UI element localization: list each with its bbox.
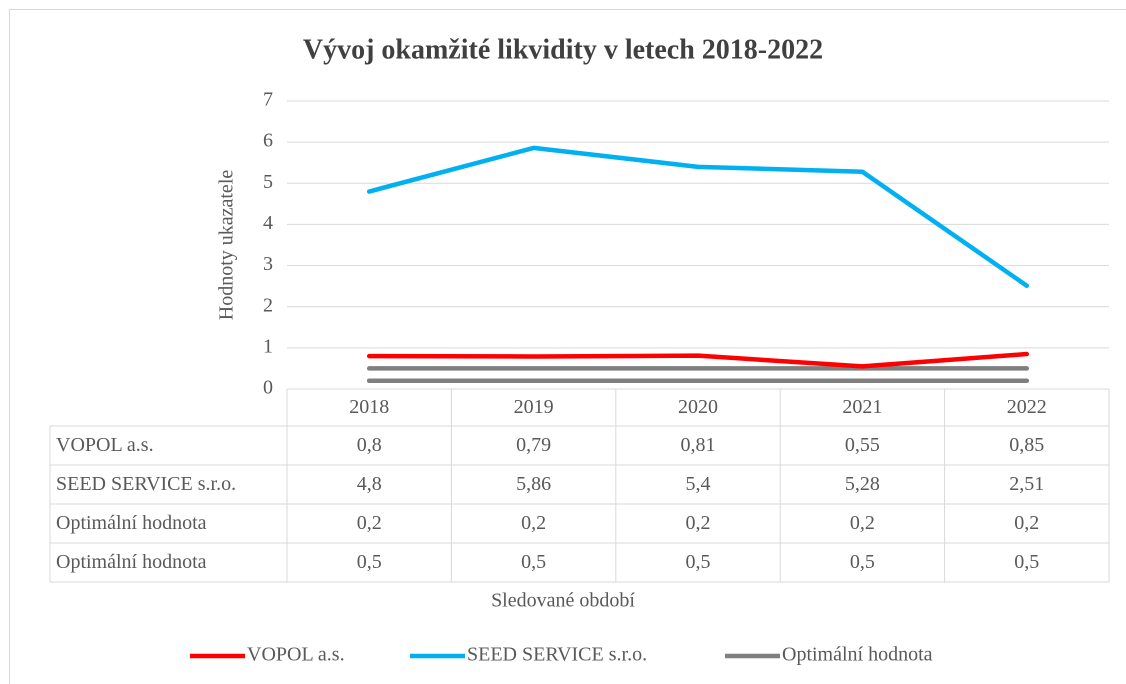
table-value: 5,86 — [516, 473, 551, 495]
y-tick-label: 0 — [263, 377, 273, 399]
table-value: 0,5 — [850, 551, 875, 573]
table-value: 0,85 — [1009, 434, 1044, 456]
y-tick-label: 5 — [263, 171, 273, 193]
series-line — [366, 145, 1030, 288]
y-tick-label: 1 — [263, 335, 273, 357]
y-tick-label: 2 — [263, 294, 273, 316]
table-value: 0,5 — [686, 551, 711, 573]
table-value: 0,2 — [686, 512, 711, 534]
table-row-label: SEED SERVICE s.r.o. — [56, 473, 236, 495]
y-tick-label: 6 — [263, 130, 273, 152]
table-value: 2,51 — [1009, 473, 1044, 495]
table-value: 0,79 — [516, 434, 551, 456]
table-row-label: VOPOL a.s. — [56, 434, 154, 456]
table-value: 0,55 — [845, 434, 880, 456]
table-value: 0,5 — [1014, 551, 1039, 573]
table-value: 0,81 — [681, 434, 716, 456]
series-line — [366, 351, 1030, 369]
y-tick-label: 3 — [263, 253, 273, 275]
table-value: 5,28 — [845, 473, 880, 495]
table-value: 0,2 — [850, 512, 875, 534]
x-axis-label: Sledované období — [491, 590, 635, 612]
y-tick-label: 4 — [263, 212, 273, 234]
table-row-label: Optimální hodnota — [56, 551, 207, 573]
table-row-label: Optimální hodnota — [56, 512, 207, 534]
table-value: 4,8 — [357, 473, 382, 495]
table-value: 0,8 — [357, 434, 382, 456]
chart-border — [9, 9, 1126, 684]
table-value: 0,2 — [521, 512, 546, 534]
table-value: 0,2 — [357, 512, 382, 534]
table-value: 0,5 — [521, 551, 546, 573]
x-tick-label: 2020 — [678, 396, 718, 418]
legend-label: Optimální hodnota — [782, 644, 933, 666]
y-axis-label: Hodnoty ukazatele — [216, 170, 238, 321]
chart-title: Vývoj okamžité likvidity v letech 2018-2… — [303, 34, 823, 65]
x-tick-label: 2018 — [349, 396, 389, 418]
legend-label: SEED SERVICE s.r.o. — [467, 644, 647, 666]
x-tick-label: 2021 — [842, 396, 882, 418]
table-value: 0,2 — [1014, 512, 1039, 534]
x-tick-label: 2022 — [1007, 396, 1047, 418]
y-tick-label: 7 — [263, 89, 273, 111]
legend-label: VOPOL a.s. — [247, 644, 345, 666]
x-tick-label: 2019 — [514, 396, 554, 418]
table-value: 0,5 — [357, 551, 382, 573]
table-value: 5,4 — [686, 473, 711, 495]
